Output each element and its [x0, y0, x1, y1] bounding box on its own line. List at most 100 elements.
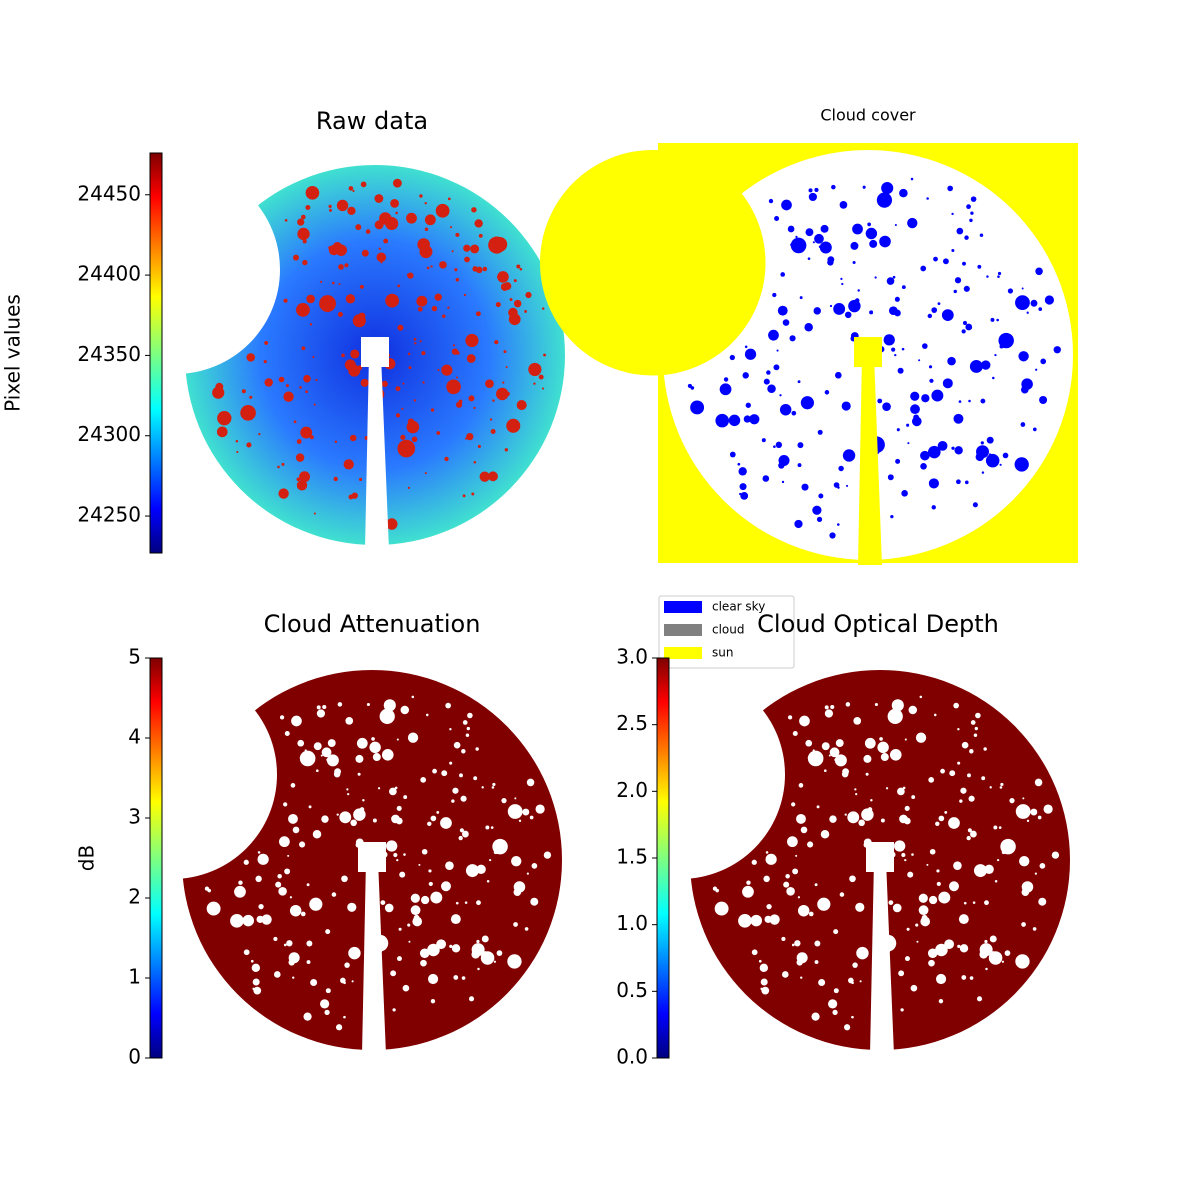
particle: [1018, 351, 1029, 362]
particle: [336, 199, 349, 212]
particle: [964, 235, 969, 240]
particle: [530, 897, 539, 906]
particle: [969, 359, 983, 373]
particle: [390, 970, 397, 977]
particle: [773, 445, 776, 448]
particle: [953, 413, 964, 424]
particle: [296, 439, 302, 444]
particle: [897, 367, 904, 374]
particle: [824, 769, 827, 773]
particle: [1035, 267, 1043, 276]
particle: [313, 512, 316, 515]
particle: [284, 219, 288, 222]
sun-block: [358, 842, 386, 872]
particle: [337, 311, 343, 317]
particle: [761, 438, 766, 443]
particle: [980, 441, 984, 445]
particle: [970, 720, 976, 725]
colorbar: [656, 657, 670, 1059]
particle: [795, 235, 798, 238]
particle: [440, 817, 452, 829]
particle: [288, 959, 295, 966]
particle: [442, 314, 446, 318]
particle: [926, 197, 929, 200]
particle: [334, 440, 338, 443]
particle: [1035, 368, 1038, 371]
particle: [395, 817, 403, 825]
particle: [998, 826, 1002, 829]
colorbar-label: dB: [75, 845, 99, 871]
particle: [407, 352, 411, 356]
particle: [1021, 287, 1024, 290]
particle: [974, 726, 979, 731]
particle: [961, 329, 966, 334]
particle: [441, 770, 448, 777]
particle: [929, 848, 936, 855]
particle: [489, 418, 493, 421]
particle: [808, 192, 817, 202]
particle: [258, 432, 261, 436]
particle: [742, 372, 749, 379]
particle: [287, 854, 290, 857]
particle: [332, 241, 343, 252]
particle: [820, 224, 829, 233]
particle: [795, 854, 798, 857]
particle: [319, 295, 336, 312]
particle: [794, 940, 801, 947]
particle: [996, 318, 999, 322]
particle: [347, 206, 356, 216]
particle: [797, 463, 802, 468]
particle: [951, 248, 955, 253]
particle: [986, 275, 989, 278]
particle: [430, 891, 443, 904]
particle: [338, 283, 341, 286]
particle: [296, 480, 308, 491]
particle: [981, 471, 985, 474]
particle: [973, 864, 987, 878]
particle: [340, 977, 346, 984]
particle: [217, 410, 232, 426]
legend-label: sun: [712, 646, 733, 660]
particle: [855, 902, 865, 912]
particle: [355, 754, 364, 763]
particle: [243, 859, 249, 865]
particle: [502, 381, 505, 384]
particle: [394, 786, 398, 790]
particle: [997, 858, 1000, 862]
particle: [1038, 307, 1043, 311]
particle: [441, 881, 451, 892]
particle: [936, 869, 940, 873]
particle: [985, 967, 988, 971]
particle: [380, 900, 386, 905]
particle: [737, 462, 741, 466]
particle: [384, 903, 394, 913]
particle: [719, 383, 732, 396]
sun-block: [361, 337, 389, 367]
particle: [360, 378, 369, 387]
particle: [447, 197, 451, 201]
particle: [288, 813, 298, 824]
particle: [800, 976, 803, 979]
particle: [1032, 427, 1037, 432]
particle: [901, 285, 906, 290]
particle: [791, 802, 796, 807]
particle: [451, 944, 461, 953]
particle: [349, 434, 357, 442]
particle: [309, 897, 323, 911]
particle: [335, 1024, 343, 1031]
particle: [255, 875, 262, 883]
particle: [283, 298, 288, 303]
particle: [827, 259, 834, 266]
particle: [497, 271, 509, 283]
particle: [821, 742, 830, 751]
particle: [338, 264, 344, 270]
particle: [904, 858, 907, 862]
particle: [466, 354, 476, 363]
particle: [504, 448, 508, 452]
particle: [435, 203, 450, 218]
particle: [829, 532, 836, 539]
particle: [750, 914, 762, 927]
particle: [420, 776, 427, 783]
particle: [839, 201, 848, 209]
particle: [966, 204, 971, 210]
